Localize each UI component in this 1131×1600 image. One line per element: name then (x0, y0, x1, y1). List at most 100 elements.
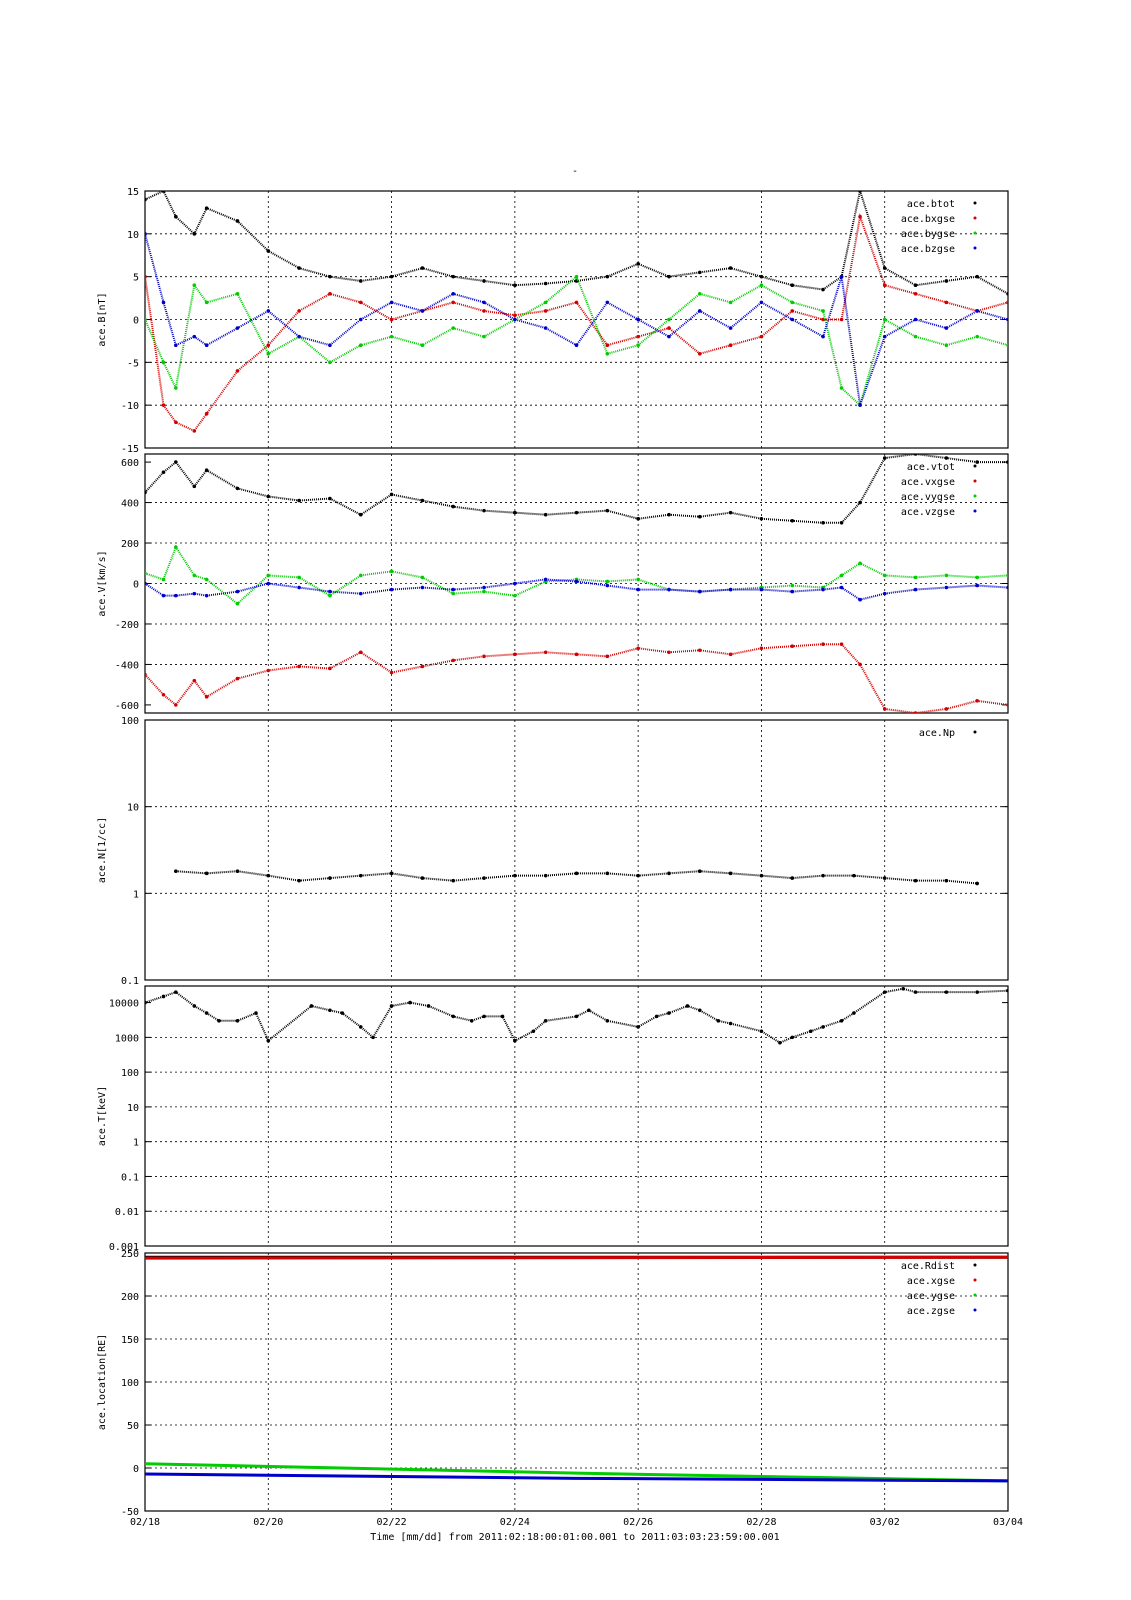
series-ace-vtot-point (728, 510, 733, 515)
series-data-point (1006, 988, 1008, 993)
y-tick-label: 10000 (109, 999, 139, 1010)
series-ace-bygse-point (728, 300, 733, 305)
series-data-point (328, 1008, 332, 1013)
series-ace-bzgse-point (728, 326, 733, 330)
series-ace-bzgse-point (513, 317, 517, 322)
y-tick-label: 0 (133, 316, 139, 327)
series-ace-vxgse-point (482, 654, 486, 659)
x-tick-label: 02/22 (377, 1517, 407, 1528)
series-ace-bzgse-point (574, 343, 579, 348)
series-ace-vygse-point (192, 573, 197, 578)
series-ace-vxgse-point (513, 652, 517, 657)
series-ace-vygse-point (266, 573, 271, 578)
series-ace-vxgse-point (913, 711, 918, 713)
series-ace-np-point (605, 871, 610, 876)
series-ace-btot-point (697, 270, 702, 275)
series-ace-bxgse-point (204, 411, 209, 416)
series-ace-vzgse-point (636, 587, 640, 592)
y-tick-label: 0.1 (121, 1172, 139, 1183)
series-ace-vxgse-point (161, 692, 166, 697)
legend-label: ace.vygse (901, 492, 955, 503)
series-ace-vzgse-point (975, 583, 979, 588)
series-ace-bxgse-point (790, 309, 795, 313)
y-tick-label: -600 (115, 701, 139, 712)
series-ace-vxgse-point (858, 662, 862, 667)
series-ace-vtot-point (297, 498, 301, 503)
series-ace-np-point (852, 873, 856, 878)
legend-marker (973, 1293, 977, 1297)
series-ace-vzgse-point (790, 589, 795, 594)
series-ace-vzgse-point (204, 593, 209, 598)
series-data-point (667, 1011, 671, 1015)
series-ace-bygse-point (697, 292, 702, 296)
series-data-point (500, 1014, 505, 1019)
data-layer (145, 191, 1008, 433)
series-ace-bzgse-point (636, 317, 640, 322)
series-ace-bxgse-point (297, 309, 301, 313)
series-ace-vzgse-point (389, 587, 394, 592)
series-data-point (482, 1014, 486, 1019)
series-ace-bxgse-point (697, 351, 702, 356)
series-ace-bygse-point (790, 300, 795, 305)
series-ace-bxgse-point (913, 292, 918, 296)
x-tick-label: 02/24 (500, 1517, 530, 1528)
series-ace-bzgse-point (821, 334, 825, 339)
series-ace-btot-point (235, 219, 240, 223)
series-ace-vzgse-point (174, 593, 178, 598)
series-ace-bzgse-point (697, 309, 702, 313)
series-ace-np-point (328, 876, 332, 880)
series-ace-np-point (266, 873, 271, 878)
legend-marker (973, 201, 977, 205)
data-layer (174, 869, 979, 886)
panels-group: 151050-5-10-15ace.B[nT]ace.btotace.bxgse… (97, 187, 1009, 1518)
x-tick-label: 02/28 (746, 1517, 776, 1528)
series-ace-vxgse-point (420, 664, 425, 669)
series-ace-btot-point (451, 274, 456, 279)
y-axis-label: ace.V[km/s] (97, 550, 108, 616)
series-ace-bxgse-point (235, 369, 240, 373)
series-ace-vxgse-point (728, 652, 733, 657)
series-ace-bygse-point (174, 386, 178, 390)
x-tick-label: 03/02 (870, 1517, 900, 1528)
series-ace-np-point (543, 873, 548, 878)
series-ace-bxgse-point (358, 300, 363, 305)
series-ace-btot-point (266, 249, 271, 253)
series-ace-bxgse-point (667, 326, 671, 330)
y-tick-label: -15 (121, 444, 139, 455)
series-ace-bzgse-point (451, 292, 456, 296)
series-ace-vtot-trace (145, 454, 1008, 524)
series-ace-np-point (882, 876, 887, 880)
series-ace-bzgse-point (913, 317, 918, 322)
series-data-point (217, 1018, 221, 1023)
plot-frame (144, 985, 1009, 1247)
plot-frame (144, 1252, 1009, 1512)
series-ace-vxgse-point (266, 668, 271, 673)
legend-label: ace.vtot (907, 462, 955, 473)
x-axis-label: Time [mm/dd] from 2011:02:18:00:01:00.00… (370, 1532, 779, 1543)
series-ace-bxgse-point (328, 292, 332, 296)
y-tick-label: 600 (121, 458, 139, 469)
series-ace-bygse-point (667, 317, 671, 322)
series-ace-vygse-point (482, 589, 486, 594)
series-ace-zgse-line (145, 1472, 1008, 1483)
series-ace-bzgse-trace (145, 233, 1008, 406)
series-ace-bxgse-point (882, 283, 887, 288)
series-ace-np-point (821, 873, 825, 878)
series-data-point (852, 1011, 856, 1015)
x-tick-label: 03/04 (993, 1517, 1023, 1528)
series-ace-bxgse-point (636, 334, 640, 339)
series-ace-vxgse-point (821, 642, 825, 647)
series-ace-np-point (913, 878, 918, 883)
series-ace-vtot-point (235, 486, 240, 491)
series-ace-bygse-point (839, 386, 844, 390)
series-data-point (543, 1018, 548, 1023)
y-axis-label: ace.N[1/cc] (97, 817, 108, 883)
series-ace-vxgse-trace (145, 643, 1008, 713)
series-ace-btot-point (858, 191, 862, 193)
series-ace-np-point (451, 878, 456, 883)
y-tick-label: -5 (127, 358, 139, 369)
series-ace-vzgse-point (192, 591, 197, 596)
series-data-point (266, 1038, 271, 1043)
series-ace-np-point (636, 873, 640, 878)
legend-label: ace.xgse (907, 1276, 955, 1287)
